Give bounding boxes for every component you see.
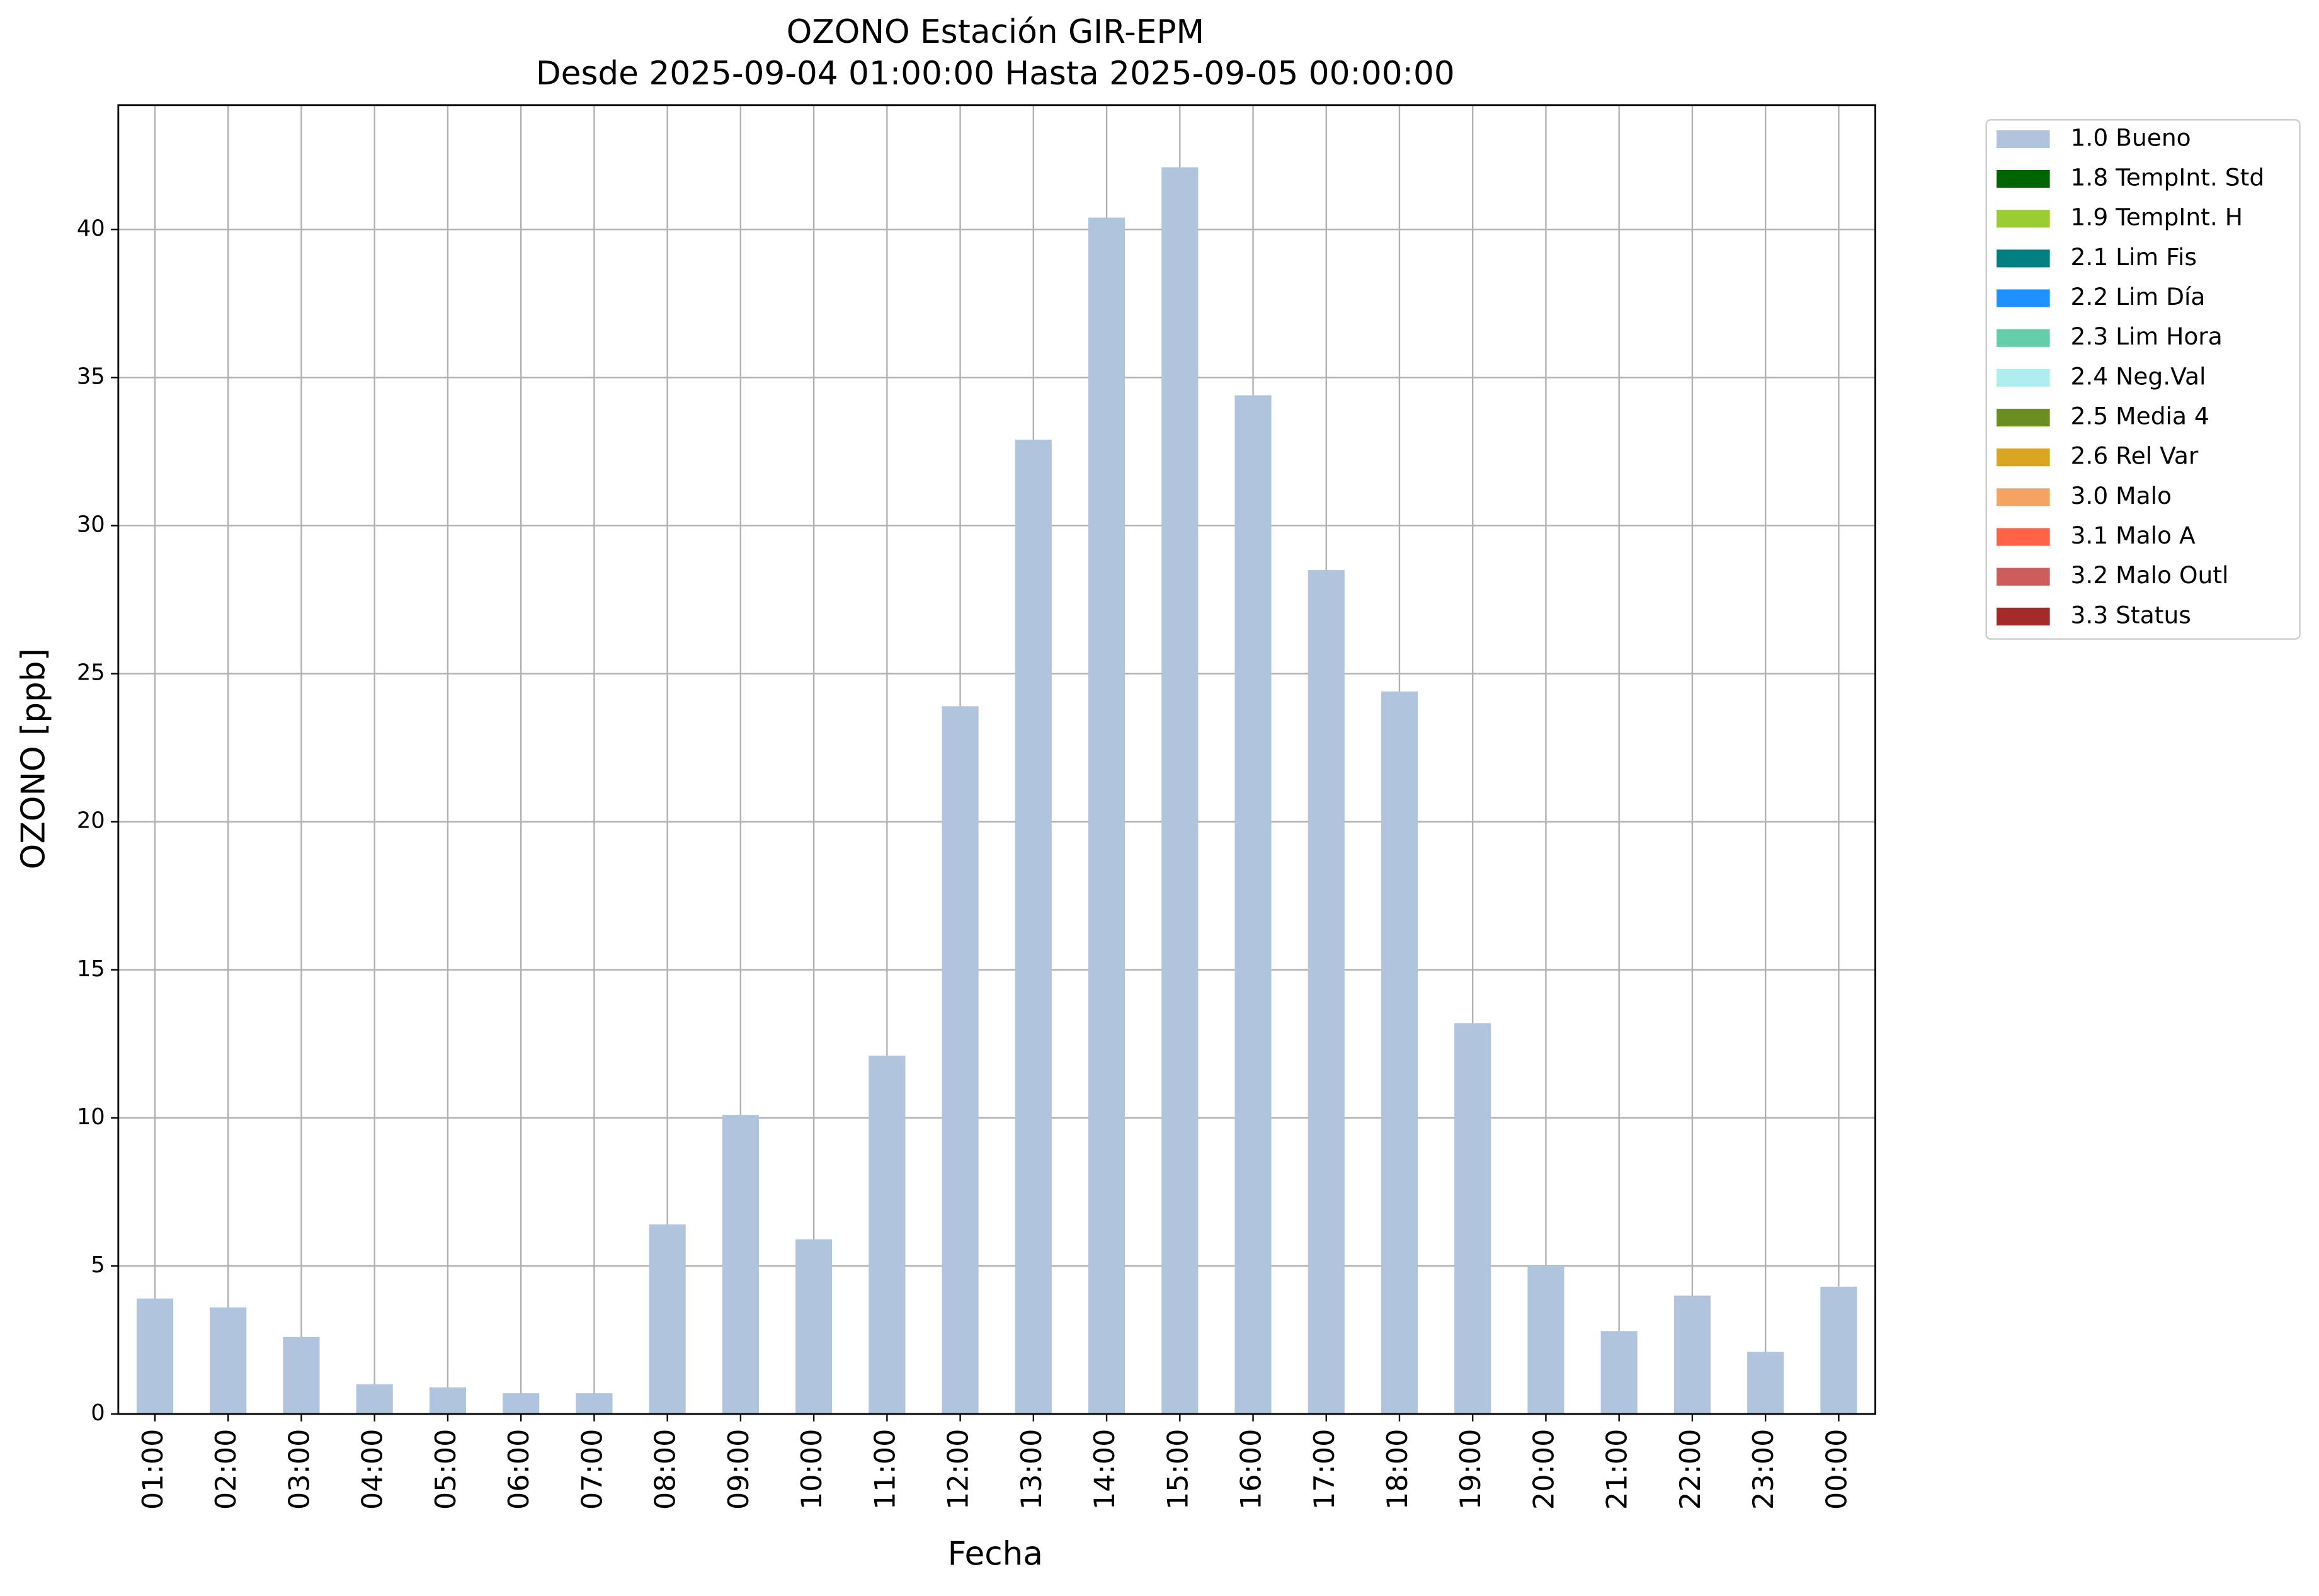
bar (649, 1224, 686, 1415)
bar (356, 1384, 393, 1415)
legend-label: 2.2 Lim Día (2071, 283, 2206, 311)
y-tick-label: 25 (77, 660, 105, 686)
x-tick-label: 04:00 (356, 1429, 389, 1510)
legend-label: 1.0 Bueno (2071, 123, 2191, 151)
legend-label: 2.3 Lim Hora (2071, 322, 2223, 350)
legend-swatch (1997, 169, 2050, 188)
bar (210, 1307, 247, 1415)
x-tick-label: 03:00 (283, 1429, 316, 1510)
y-tick-label: 30 (77, 512, 105, 538)
bar (576, 1393, 613, 1415)
legend-swatch (1997, 329, 2050, 347)
chart-subtitle: Desde 2025-09-04 01:00:00 Hasta 2025-09-… (536, 55, 1455, 93)
bar (1673, 1295, 1711, 1415)
legend: 1.0 Bueno 1.8 TempInt. Std 1.9 TempInt. H 2… (1997, 123, 2264, 629)
x-tick-label: 20:00 (1527, 1429, 1560, 1510)
x-tick-label: 01:00 (137, 1429, 169, 1510)
x-tick-label: 15:00 (1161, 1429, 1194, 1510)
x-tick-label: 14:00 (1088, 1429, 1121, 1510)
bar (283, 1337, 320, 1415)
legend-swatch (1997, 289, 2050, 307)
y-tick-label: 10 (77, 1104, 105, 1130)
bar (1381, 691, 1418, 1415)
bar (1015, 440, 1052, 1415)
x-tick-label: 10:00 (795, 1429, 828, 1510)
x-tick-label: 17:00 (1308, 1429, 1341, 1510)
x-tick-label: 06:00 (503, 1429, 535, 1510)
legend-label: 3.3 Status (2071, 601, 2191, 629)
x-tick-label: 02:00 (210, 1429, 242, 1510)
bars (136, 167, 1857, 1415)
legend-label: 3.1 Malo A (2071, 522, 2196, 549)
legend-label: 2.5 Media 4 (2071, 402, 2209, 430)
bar (1600, 1331, 1638, 1415)
x-tick-label: 19:00 (1454, 1429, 1487, 1510)
bar (1234, 395, 1272, 1415)
legend-label: 2.1 Lim Fis (2071, 243, 2197, 271)
legend-swatch (1997, 408, 2050, 427)
bar (429, 1387, 466, 1415)
legend-swatch (1997, 607, 2050, 625)
x-tick-label: 11:00 (869, 1429, 901, 1510)
legend-swatch (1997, 368, 2050, 387)
legend-swatch (1997, 528, 2050, 546)
y-tick-label: 15 (77, 956, 105, 982)
x-tick-label: 05:00 (430, 1429, 462, 1510)
bar (869, 1056, 906, 1415)
y-axis-label: OZONO [ppb] (14, 648, 52, 869)
legend-swatch (1997, 210, 2050, 228)
bar (942, 706, 979, 1415)
plot-frame (117, 104, 1876, 1415)
x-tick-label: 22:00 (1674, 1429, 1707, 1510)
y-tick-label: 20 (77, 808, 105, 834)
bar (795, 1239, 833, 1415)
legend-swatch (1997, 448, 2050, 467)
x-tick-label: 18:00 (1381, 1429, 1414, 1510)
x-tick-label: 13:00 (1015, 1429, 1048, 1510)
legend-label: 2.4 Neg.Val (2071, 362, 2206, 390)
x-tick-label: 08:00 (649, 1429, 682, 1510)
legend-label: 1.8 TempInt. Std (2071, 164, 2265, 191)
legend-swatch (1997, 249, 2050, 268)
x-tick-label: 21:00 (1601, 1429, 1634, 1510)
legend-label: 3.2 Malo Outl (2071, 561, 2229, 589)
x-tick-label: 00:00 (1820, 1429, 1853, 1510)
y-tick-label: 0 (91, 1400, 105, 1426)
legend-box (1985, 119, 2301, 640)
bar (136, 1298, 174, 1415)
legend-label: 1.9 TempInt. H (2071, 203, 2243, 231)
legend-label: 2.6 Rel Var (2071, 442, 2199, 470)
bar (1454, 1023, 1491, 1415)
legend-label: 3.0 Malo (2071, 482, 2172, 510)
x-tick-label: 07:00 (576, 1429, 608, 1510)
bar (1527, 1265, 1564, 1415)
x-tick-label: 16:00 (1235, 1429, 1268, 1510)
x-axis-label: Fecha (948, 1535, 1043, 1573)
grid (118, 105, 1876, 1415)
bar (503, 1393, 540, 1415)
bar (722, 1115, 759, 1415)
y-tick-label: 40 (77, 215, 105, 241)
bar (1308, 570, 1345, 1415)
y-tick-label: 5 (91, 1252, 105, 1278)
bar (1161, 167, 1199, 1415)
legend-swatch (1997, 488, 2050, 506)
bar (1820, 1286, 1857, 1415)
bar (1088, 217, 1125, 1415)
x-tick-label: 12:00 (942, 1429, 975, 1510)
legend-swatch (1997, 130, 2050, 148)
chart-title: OZONO Estación GIR-EPM (787, 13, 1204, 51)
x-tick-label: 09:00 (722, 1429, 755, 1510)
bar (1747, 1352, 1784, 1415)
x-tick-label: 23:00 (1747, 1429, 1780, 1510)
y-tick-label: 35 (77, 363, 105, 389)
legend-swatch (1997, 567, 2050, 586)
ticks: 0 5 10 15 20 25 30 35 40 01:00 02:00 03:00 04:00 05:0… (77, 215, 1854, 1510)
